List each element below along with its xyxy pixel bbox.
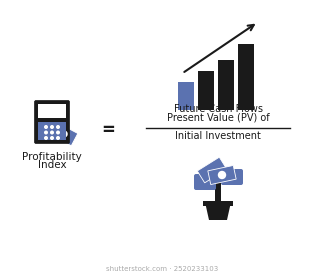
Polygon shape — [205, 202, 231, 220]
FancyBboxPatch shape — [34, 101, 70, 143]
Text: Index: Index — [38, 160, 66, 170]
Text: Future Cash Flows: Future Cash Flows — [174, 104, 263, 113]
Polygon shape — [50, 122, 78, 146]
Bar — [38, 122, 66, 140]
Circle shape — [57, 126, 59, 128]
Circle shape — [51, 126, 53, 128]
Polygon shape — [197, 157, 227, 183]
Bar — [218, 60, 234, 110]
Bar — [178, 81, 194, 110]
Bar — [215, 180, 221, 202]
FancyBboxPatch shape — [194, 174, 216, 190]
Circle shape — [51, 137, 53, 139]
FancyBboxPatch shape — [221, 169, 243, 185]
Circle shape — [45, 131, 47, 134]
Text: Initial Investment: Initial Investment — [175, 131, 261, 141]
Bar — [198, 71, 214, 110]
Text: Present Value (PV) of: Present Value (PV) of — [167, 112, 269, 122]
Polygon shape — [203, 201, 233, 206]
Text: shutterstock.com · 2520233103: shutterstock.com · 2520233103 — [106, 266, 218, 272]
Circle shape — [51, 131, 53, 134]
Circle shape — [60, 130, 68, 137]
Bar — [38, 104, 66, 118]
Text: =: = — [101, 121, 115, 139]
Polygon shape — [208, 165, 236, 185]
Circle shape — [45, 137, 47, 139]
Bar — [238, 44, 254, 110]
Circle shape — [45, 126, 47, 128]
Circle shape — [218, 171, 226, 179]
Text: Profitability: Profitability — [22, 152, 82, 162]
Circle shape — [57, 137, 59, 139]
Circle shape — [57, 131, 59, 134]
